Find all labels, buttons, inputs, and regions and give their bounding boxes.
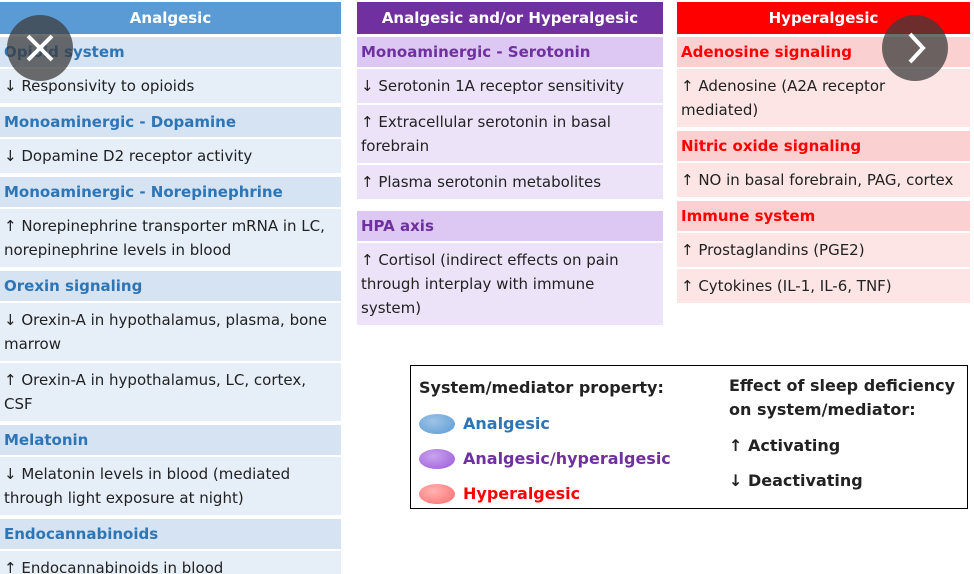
group-item: ↑ Plasma serotonin metabolites <box>357 165 663 199</box>
column: Analgesic and/or Hyperalgesic Monoaminerg… <box>357 2 663 337</box>
group: Monoaminergic - Dopamine ↓ Dopamine D2 re… <box>0 107 341 173</box>
group-item: ↑ Prostaglandins (PGE2) <box>677 233 970 267</box>
legend-label: Analgesic/hyperalgesic <box>463 449 671 468</box>
group-item: ↓ Dopamine D2 receptor activity <box>0 139 341 173</box>
legend-effects: Effect of sleep deficiency on system/med… <box>729 374 964 498</box>
legend-title: System/mediator property: <box>419 378 664 397</box>
group: Monoaminergic - Serotonin ↓ Serotonin 1A … <box>357 37 663 199</box>
group-item: ↑ NO in basal forebrain, PAG, cortex <box>677 163 970 197</box>
legend-item: Analgesic <box>419 406 719 441</box>
group-item: ↑ Endocannabinoids in blood <box>0 551 341 574</box>
next-icon <box>908 32 926 64</box>
group: Nitric oxide signaling ↑ NO in basal fore… <box>677 131 970 197</box>
group: HPA axis ↑ Cortisol (indirect effects on … <box>357 211 663 325</box>
legend-effect: ↓ Deactivating <box>729 471 863 490</box>
group-item: ↑ Cytokines (IL-1, IL-6, TNF) <box>677 269 970 303</box>
legend-item: Hyperalgesic <box>419 476 719 511</box>
legend-swatch <box>419 413 455 434</box>
group-title: Orexin signaling <box>0 271 341 301</box>
close-button[interactable] <box>7 15 73 81</box>
legend-item: Analgesic/hyperalgesic <box>419 441 719 476</box>
group: Orexin signaling ↓ Orexin-A in hypothalam… <box>0 271 341 421</box>
legend-label: Hyperalgesic <box>463 484 581 503</box>
next-button[interactable] <box>882 15 948 81</box>
group-item: ↑ Cortisol (indirect effects on pain thr… <box>357 243 663 325</box>
legend-swatch <box>419 448 455 469</box>
legend-label: Analgesic <box>463 414 550 433</box>
column: AnalgesicOpioid system↓ Responsivity to … <box>0 2 341 574</box>
legend-title: Effect of sleep deficiency on system/med… <box>729 376 955 419</box>
group: Monoaminergic - Norepinephrine ↑ Norepine… <box>0 177 341 267</box>
group-title: Monoaminergic - Dopamine <box>0 107 341 137</box>
group-title: Monoaminergic - Norepinephrine <box>0 177 341 207</box>
group-item: ↓ Orexin-A in hypothalamus, plasma, bone… <box>0 303 341 361</box>
group-title: Monoaminergic - Serotonin <box>357 37 663 67</box>
group-title: Nitric oxide signaling <box>677 131 970 161</box>
group: Immune system ↑ Prostaglandins (PGE2) ↑ Cy… <box>677 201 970 303</box>
legend-effect: ↑ Activating <box>729 436 841 455</box>
legend: System/mediator property: Analgesic Analg… <box>410 365 968 509</box>
group-item: ↓ Serotonin 1A receptor sensitivity <box>357 69 663 103</box>
legend-properties: System/mediator property: Analgesic Analg… <box>419 376 719 511</box>
legend-swatch <box>419 483 455 504</box>
group-title: Endocannabinoids <box>0 519 341 549</box>
group: Melatonin ↓ Melatonin levels in blood (me… <box>0 425 341 515</box>
group-title: HPA axis <box>357 211 663 241</box>
group: Endocannabinoids ↑ Endocannabinoids in bl… <box>0 519 341 574</box>
column: Hyperalgesic Adenosine signaling ↑ Adenosi… <box>677 2 970 307</box>
group-title: Immune system <box>677 201 970 231</box>
group-item: ↓ Melatonin levels in blood (mediated th… <box>0 457 341 515</box>
group-item: ↓ Responsivity to opioids <box>0 69 341 103</box>
group-title: Melatonin <box>0 425 341 455</box>
column-header: Analgesic and/or Hyperalgesic <box>357 2 663 34</box>
group-item: ↑ Norepinephrine transporter mRNA in LC,… <box>0 209 341 267</box>
group-item: ↑ Extracellular serotonin in basal foreb… <box>357 105 663 163</box>
close-icon <box>26 34 54 62</box>
group-item: ↑ Orexin-A in hypothalamus, LC, cortex, … <box>0 363 341 421</box>
